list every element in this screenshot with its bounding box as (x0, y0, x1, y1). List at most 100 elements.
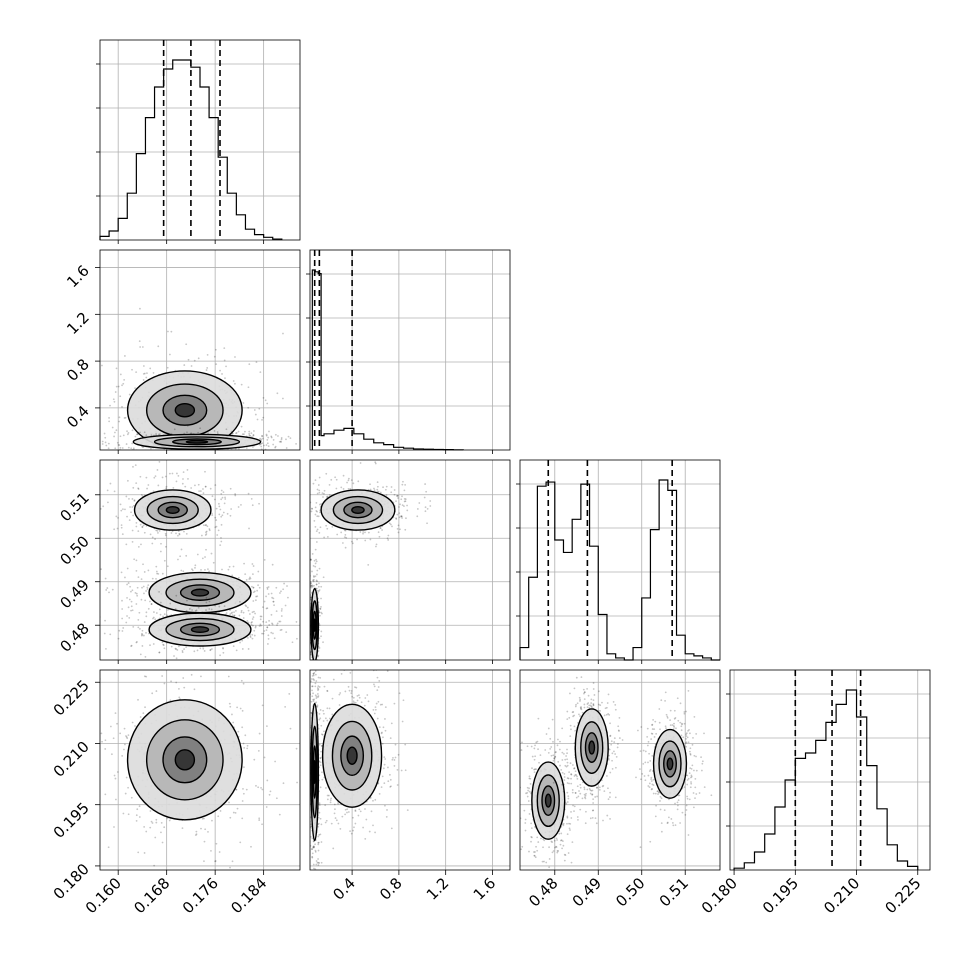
sample-point (272, 632, 274, 635)
sample-point (187, 358, 190, 361)
sample-point (514, 802, 516, 804)
sample-point (137, 530, 140, 533)
sample-point (320, 750, 323, 753)
sample-point (162, 615, 164, 618)
sample-point (553, 839, 556, 842)
sample-point (186, 599, 188, 602)
sample-point (301, 530, 303, 532)
sample-point (152, 643, 155, 645)
sample-point (150, 603, 153, 605)
panel-background (310, 460, 510, 660)
sample-point (211, 514, 214, 517)
sample-point (126, 433, 129, 436)
contour-line (310, 588, 320, 660)
sample-point (139, 716, 142, 718)
sample-point (154, 538, 156, 540)
sample-point (87, 380, 89, 382)
sample-point (319, 677, 322, 679)
sample-point (145, 590, 148, 592)
sample-point (223, 359, 226, 362)
sample-point (176, 455, 178, 457)
sample-point (266, 442, 269, 445)
sample-point (385, 485, 388, 488)
sample-point (265, 444, 268, 446)
sample-point (144, 655, 147, 658)
sample-point (119, 732, 122, 735)
sample-point (315, 583, 318, 586)
sample-point (205, 369, 208, 371)
sample-point (250, 432, 253, 434)
sample-point (133, 500, 136, 502)
sample-point (212, 455, 214, 457)
sample-point (141, 633, 144, 636)
sample-point (312, 580, 315, 583)
sample-point (262, 632, 265, 635)
sample-point (115, 429, 118, 432)
sample-point (147, 584, 150, 587)
sample-point (528, 775, 531, 778)
sample-point (115, 452, 117, 454)
sample-point (211, 512, 213, 515)
sample-point (316, 580, 318, 583)
sample-point (145, 631, 147, 634)
sample-point (131, 529, 134, 532)
sample-point (395, 518, 398, 520)
sample-point (208, 570, 210, 573)
sample-point (215, 611, 218, 614)
sample-point (339, 827, 342, 830)
sample-point (253, 629, 256, 632)
sample-point (142, 585, 145, 588)
sample-point (308, 511, 310, 513)
sample-point (283, 582, 286, 585)
sample-point (320, 724, 323, 727)
sample-point (526, 795, 529, 798)
sample-point (128, 519, 131, 522)
sample-point (567, 797, 570, 800)
sample-point (555, 845, 557, 848)
sample-point (92, 821, 94, 823)
sample-point (574, 770, 577, 773)
sample-point (130, 796, 133, 799)
sample-point (107, 442, 110, 445)
contour-line (185, 439, 209, 444)
sample-point (145, 675, 148, 678)
sample-point (319, 526, 322, 529)
sample-point (378, 726, 381, 729)
sample-point (328, 483, 331, 486)
sample-point (564, 764, 567, 767)
sample-point (383, 782, 386, 785)
sample-point (219, 810, 222, 812)
sample-point (302, 802, 304, 804)
sample-point (131, 506, 134, 508)
sample-point (418, 502, 421, 504)
sample-point (160, 821, 163, 824)
sample-point (106, 489, 109, 492)
sample-point (528, 790, 531, 793)
sample-point (379, 491, 382, 494)
sample-point (212, 561, 215, 564)
sample-point (310, 835, 312, 838)
sample-point (253, 409, 256, 411)
sample-point (113, 826, 115, 828)
sample-point (231, 611, 234, 614)
sample-point (311, 553, 314, 555)
sample-point (538, 761, 540, 764)
sample-point (365, 667, 367, 669)
sample-point (125, 443, 128, 445)
sample-point (161, 841, 164, 844)
panel-frame (309, 249, 511, 451)
sample-point (215, 507, 218, 510)
sample-point (180, 569, 183, 572)
sample-point (171, 472, 174, 475)
sample-point (205, 548, 207, 551)
sample-point (127, 734, 130, 737)
sample-point (398, 512, 401, 515)
sample-point (241, 817, 244, 820)
sample-point (143, 431, 146, 434)
sample-point (135, 482, 138, 485)
sample-point (149, 367, 152, 370)
sample-point (97, 354, 99, 356)
sample-point (317, 665, 319, 667)
sample-point (339, 692, 342, 694)
sample-point (425, 490, 428, 493)
